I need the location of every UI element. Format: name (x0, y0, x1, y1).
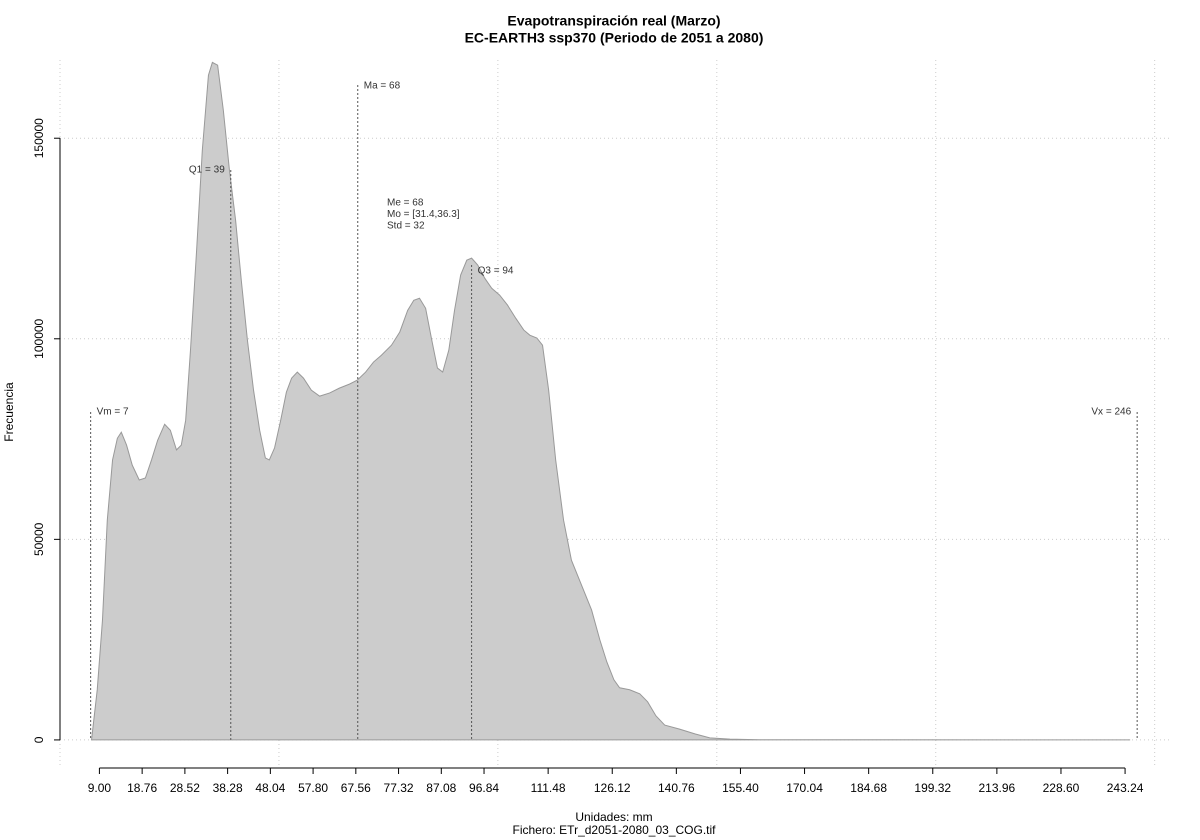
x-tick-label: 87.08 (426, 781, 456, 795)
x-tick-label: 18.76 (127, 781, 157, 795)
y-tick-label: 0 (32, 736, 46, 743)
density-area (90, 61, 1131, 741)
x-tick-label: 140.76 (658, 781, 695, 795)
annotation-label: Q1 = 39 (189, 165, 225, 176)
y-axis-label: Frecuencia (2, 382, 16, 442)
x-tick-label: 111.48 (531, 781, 566, 795)
y-tick-label: 150000 (32, 118, 46, 158)
annotation-label: Ma = 68 (364, 81, 401, 92)
x-tick-label: 28.52 (170, 781, 200, 795)
stats-label: Mo = [31.4,36.3] (387, 209, 460, 220)
caption: Fichero: ETr_d2051-2080_03_COG.tif (513, 823, 717, 837)
x-tick-label: 48.04 (255, 781, 285, 795)
x-tick-label: 77.32 (384, 781, 414, 795)
annotation-label: Vm = 7 (97, 407, 129, 418)
x-tick-label: 9.00 (88, 781, 112, 795)
x-tick-label: 199.32 (914, 781, 951, 795)
stats-label: Me = 68 (387, 198, 424, 209)
y-tick-label: 100000 (32, 318, 46, 358)
x-tick-label: 170.04 (786, 781, 823, 795)
x-tick-label: 228.60 (1043, 781, 1080, 795)
y-tick-label: 50000 (32, 522, 46, 556)
chart-title: Evapotranspiración real (Marzo) (507, 13, 720, 29)
annotation-label: Vx = 246 (1091, 407, 1131, 418)
x-tick-label: 67.56 (341, 781, 371, 795)
x-tick-label: 38.28 (213, 781, 243, 795)
x-tick-label: 184.68 (850, 781, 887, 795)
x-tick-label: 57.80 (298, 781, 328, 795)
x-tick-label: 96.84 (469, 781, 499, 795)
x-tick-label: 213.96 (979, 781, 1016, 795)
x-tick-label: 155.40 (722, 781, 759, 795)
x-axis-label: Unidades: mm (575, 810, 652, 824)
x-tick-label: 243.24 (1107, 781, 1144, 795)
stats-label: Std = 32 (387, 221, 425, 232)
annotation-label: Q3 = 94 (478, 266, 514, 277)
chart-subtitle: EC-EARTH3 ssp370 (Periodo de 2051 a 2080… (465, 30, 764, 46)
x-tick-label: 126.12 (594, 781, 631, 795)
